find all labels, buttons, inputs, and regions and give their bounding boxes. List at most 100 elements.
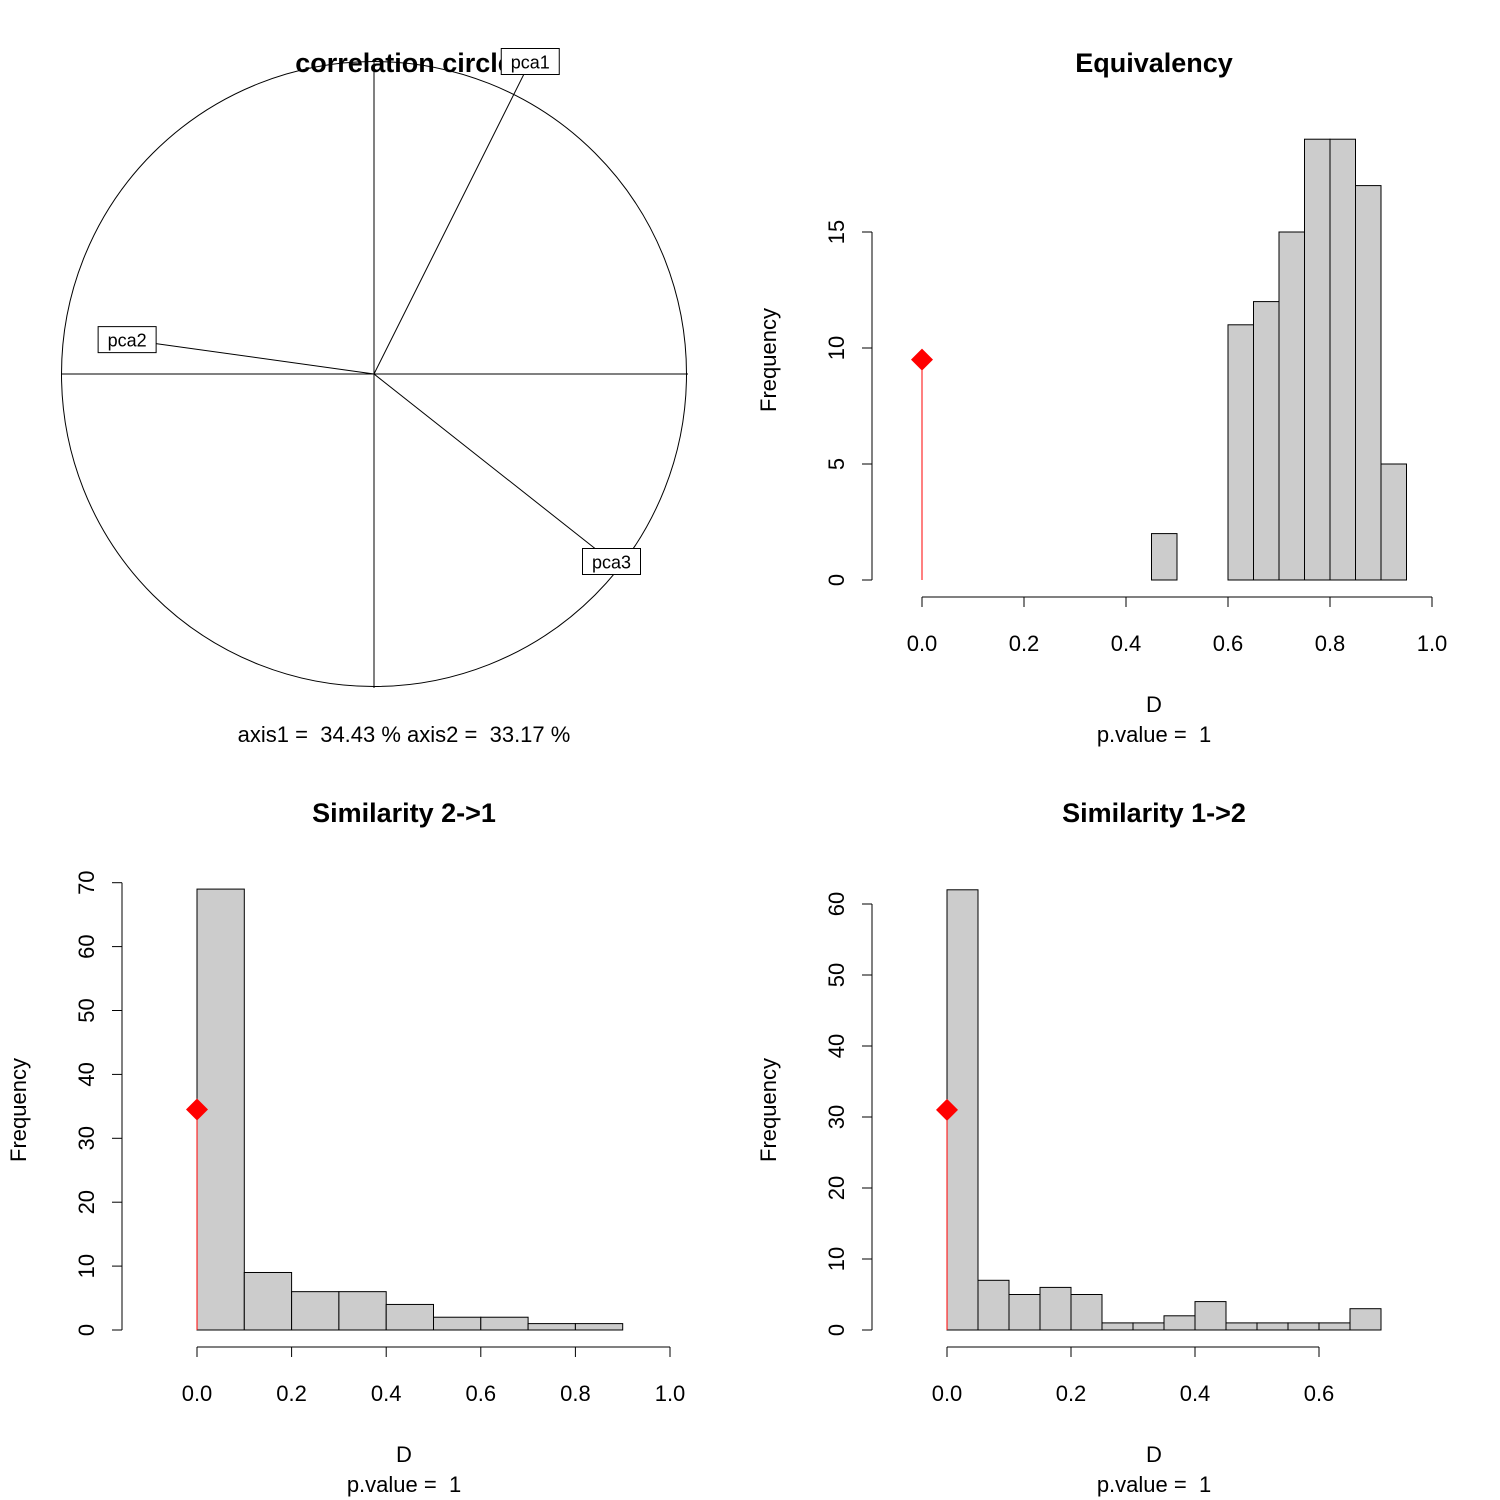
equivalency-x-axis: 0.0 0.2 0.4 0.6 0.8 1.0 (907, 596, 1448, 656)
histogram-bar (1070, 1294, 1103, 1331)
y-tick-label: 10 (824, 336, 849, 360)
similarity-1-2-xlabel: D (1146, 1442, 1162, 1467)
histogram-bar (1278, 231, 1305, 581)
vector-pca2-arrow (127, 339, 375, 375)
histogram-bar (1008, 1294, 1041, 1331)
y-tick-label: 20 (74, 1190, 99, 1214)
histogram-bar (291, 1291, 340, 1331)
y-tick-label: 15 (824, 220, 849, 244)
vector-pca3-label: pca3 (592, 553, 631, 573)
histogram-bar (1380, 463, 1407, 581)
x-tick-label: 0.6 (1304, 1381, 1335, 1406)
histogram-bar (1101, 1322, 1134, 1331)
histogram-bar (1253, 301, 1280, 581)
vector-pca3-label-box (582, 548, 641, 575)
histogram-bar (385, 1303, 435, 1331)
histogram-bar (1225, 1322, 1258, 1331)
histogram-bar (480, 1316, 529, 1331)
x-tick-label: 0.4 (1111, 631, 1142, 656)
observed-value-marker (936, 1098, 958, 1121)
histogram-bar (243, 1271, 293, 1331)
x-tick-label: 0.0 (182, 1381, 213, 1406)
equivalency-pvalue: p.value = 1 (1097, 722, 1211, 747)
similarity-1-2-observed (936, 1098, 958, 1330)
x-tick-label: 0.4 (371, 1381, 402, 1406)
histogram-bar (1039, 1286, 1072, 1331)
similarity-1-2-pvalue: p.value = 1 (1097, 1472, 1211, 1497)
similarity-2-1-observed (186, 1098, 208, 1330)
y-tick-label: 60 (74, 934, 99, 958)
y-tick-label: 30 (74, 1126, 99, 1150)
histogram-bar (1227, 324, 1254, 581)
histogram-bar (196, 888, 245, 1331)
y-tick-label: 40 (824, 1034, 849, 1058)
y-tick-label: 0 (824, 1324, 849, 1336)
x-tick-label: 0.6 (466, 1381, 497, 1406)
x-tick-label: 0.0 (907, 631, 938, 656)
observed-value-marker (186, 1098, 208, 1121)
histogram-bar (1287, 1322, 1320, 1331)
y-tick-label: 70 (74, 870, 99, 894)
vector-pca1-label-box (500, 48, 560, 75)
vector-pca1-label: pca1 (511, 53, 550, 73)
equivalency-ylabel: Frequency (756, 308, 781, 412)
y-tick-label: 20 (824, 1176, 849, 1200)
histogram-bar (433, 1316, 482, 1331)
histogram-bar (1329, 138, 1356, 581)
x-tick-label: 0.0 (932, 1381, 963, 1406)
y-tick-label: 40 (74, 1062, 99, 1086)
similarity-2-1-x-axis: 0.0 0.2 0.4 0.6 0.8 1.0 (182, 1346, 686, 1406)
similarity-1-2-y-axis: 0 10 20 30 40 50 60 (824, 892, 873, 1336)
histogram-bar (1355, 185, 1382, 581)
histogram-bar (1194, 1301, 1227, 1331)
equivalency-y-axis: 0 5 10 15 (824, 220, 873, 586)
x-tick-label: 0.6 (1213, 631, 1244, 656)
similarity-1-2-ylabel: Frequency (756, 1058, 781, 1162)
vector-pca1-arrow (373, 61, 531, 375)
vector-pca2-label: pca2 (108, 331, 147, 351)
equivalency-xlabel: D (1146, 692, 1162, 717)
similarity-2-1-y-axis: 0 10 20 30 40 50 60 70 (74, 870, 123, 1336)
similarity-2-1-title: Similarity 2->1 (312, 798, 496, 828)
panel-similarity-1-2: Similarity 1->2 0.0 0.2 0.4 0.6 0 10 20 30 40 50… (756, 798, 1382, 1497)
histogram-bar (1151, 533, 1178, 581)
x-tick-label: 0.8 (1315, 631, 1346, 656)
histogram-bar (1132, 1322, 1165, 1331)
histogram-bar (1256, 1322, 1289, 1331)
histogram-bar (1163, 1315, 1196, 1331)
y-tick-label: 10 (74, 1254, 99, 1278)
equivalency-bars (1151, 138, 1407, 581)
histogram-bar (1318, 1322, 1351, 1331)
similarity-2-1-bars (196, 888, 624, 1331)
histogram-bar (1349, 1308, 1382, 1331)
y-tick-label: 50 (824, 963, 849, 987)
x-tick-label: 1.0 (655, 1381, 686, 1406)
correlation-circle-subtitle: axis1 = 34.43 % axis2 = 33.17 % (238, 722, 571, 747)
x-tick-label: 1.0 (1417, 631, 1448, 656)
x-tick-label: 0.2 (1056, 1381, 1087, 1406)
x-tick-label: 0.8 (560, 1381, 591, 1406)
similarity-2-1-pvalue: p.value = 1 (347, 1472, 461, 1497)
y-tick-label: 10 (824, 1247, 849, 1271)
equivalency-observed (911, 348, 933, 580)
y-tick-label: 60 (824, 892, 849, 916)
y-tick-label: 0 (824, 574, 849, 586)
x-tick-label: 0.2 (276, 1381, 307, 1406)
similarity-2-1-ylabel: Frequency (6, 1058, 31, 1162)
vector-pca2-label-box (97, 326, 157, 354)
similarity-1-2-title: Similarity 1->2 (1062, 798, 1246, 828)
equivalency-title: Equivalency (1075, 48, 1233, 78)
similarity-2-1-xlabel: D (396, 1442, 412, 1467)
similarity-1-2-bars (946, 889, 1382, 1331)
panel-similarity-2-1: Similarity 2->1 0.0 0.2 0.4 0.6 0.8 1.0 0 10 20… (6, 798, 685, 1497)
histogram-bar (977, 1279, 1010, 1331)
histogram-bar (338, 1291, 387, 1331)
observed-value-marker (911, 348, 933, 371)
histogram-bar (574, 1323, 624, 1331)
histogram-bar (1304, 138, 1331, 581)
y-tick-label: 0 (74, 1324, 99, 1336)
x-tick-label: 0.2 (1009, 631, 1040, 656)
y-tick-label: 50 (74, 998, 99, 1022)
